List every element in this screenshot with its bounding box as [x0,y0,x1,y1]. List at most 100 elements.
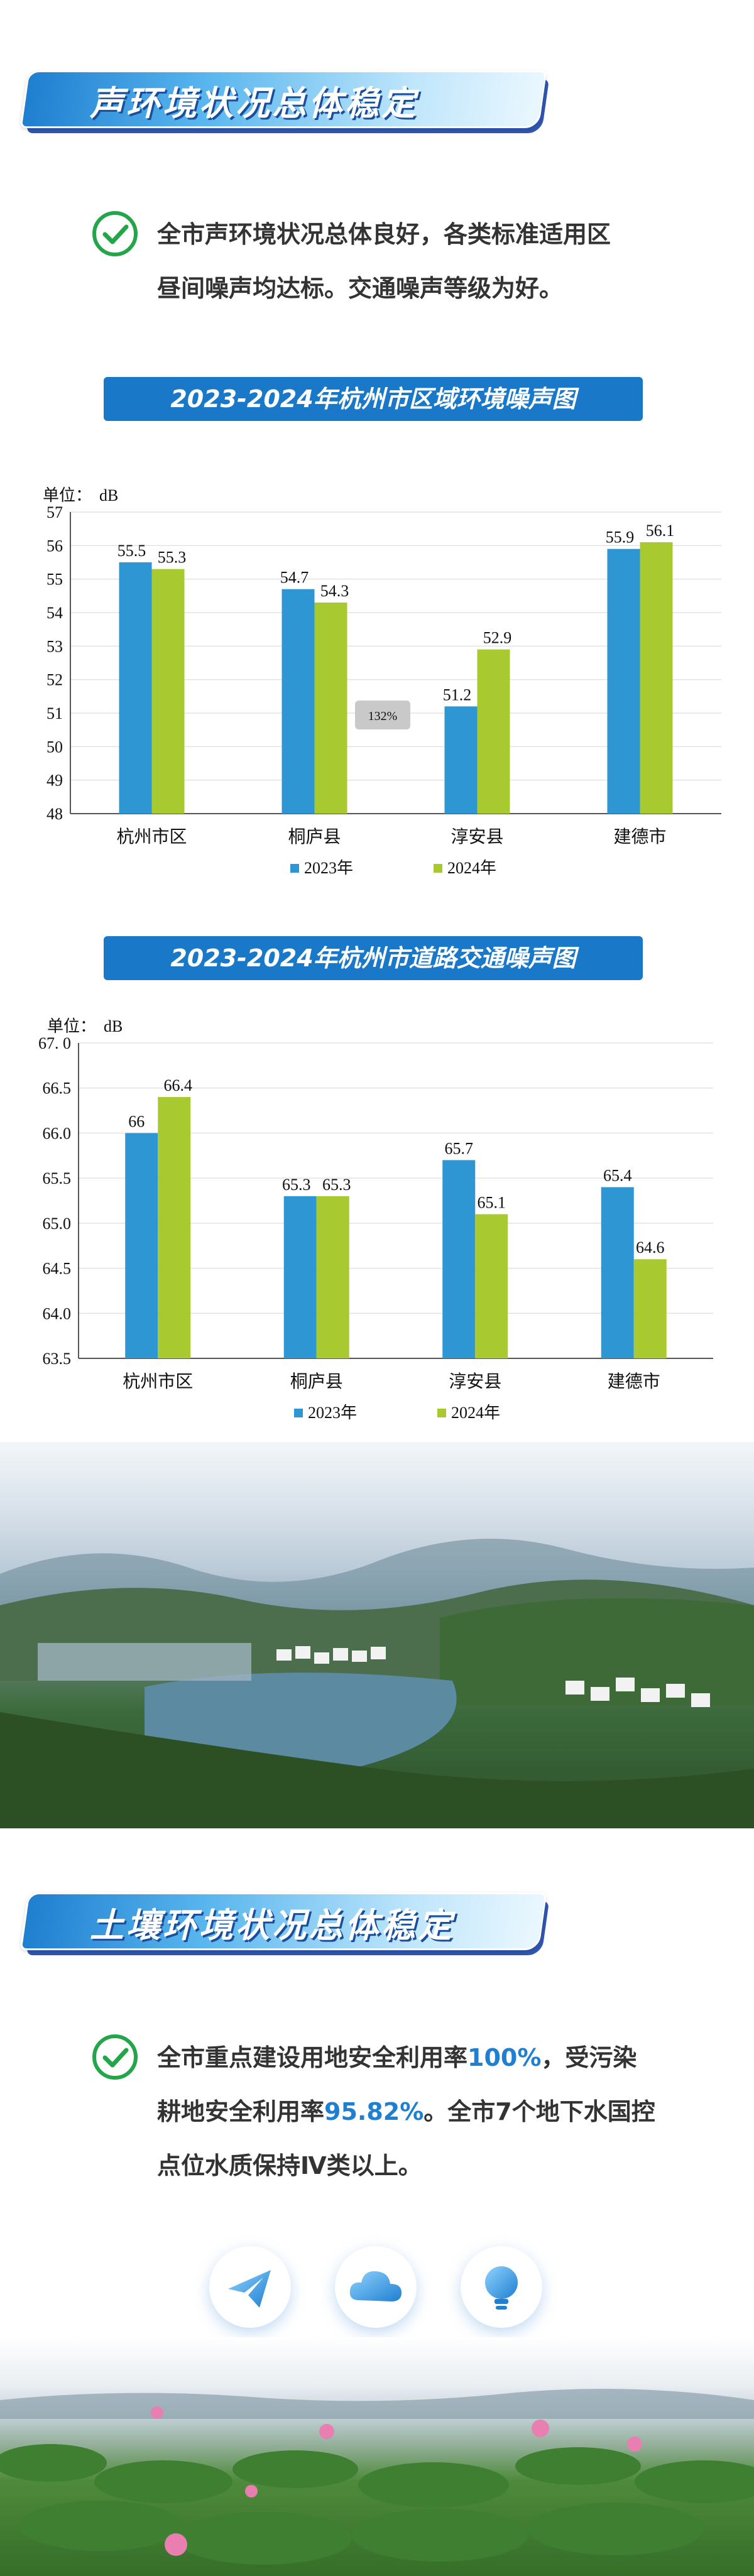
y-tick-label: 54 [46,604,63,622]
section-banner-soil: 土壤环境状况总体稳定 [19,1892,550,1955]
bar-2023 [125,1133,158,1358]
chart-title-regional-noise: 2023-2024年杭州市区域环境噪声图 [104,377,643,421]
y-tick-label: 57 [46,503,63,521]
highlight-value: 100% [467,2044,542,2071]
legend-swatch [294,1409,303,1417]
lightbulb-icon [461,2246,542,2328]
data-label: 65.3 [322,1176,351,1194]
unit-label: 单位： [43,486,92,505]
bar-2024 [640,542,673,814]
bar-2024 [316,1196,349,1358]
noise-summary-line2: 昼间噪声均达标。交通噪声等级为好。 [157,275,564,302]
chart-title-traffic-noise: 2023-2024年杭州市道路交通噪声图 [104,936,643,980]
bar-2023 [601,1187,634,1358]
legend-label: 2023年 [308,1404,357,1422]
bar-2024 [633,1259,667,1358]
y-tick-label: 49 [46,772,63,790]
y-tick-label: 64.0 [43,1304,72,1323]
bar-2024 [151,569,185,814]
data-label: 54.3 [320,582,349,600]
data-label: 56.1 [646,521,675,540]
y-tick-label: 66.0 [43,1124,72,1142]
legend-swatch [434,864,442,873]
paper-plane-icon [209,2246,291,2328]
noise-summary-line1: 全市声环境状况总体良好，各类标准适用区 [157,221,611,248]
bar-2023 [607,548,640,814]
text: 。全市7个地下水国控 [423,2098,655,2126]
bar-2023 [119,562,152,814]
category-label: 杭州市区 [123,1372,193,1392]
y-tick-label: 52 [46,671,63,689]
category-label: 杭州市区 [116,827,187,847]
legend-swatch [437,1409,446,1417]
data-label: 55.9 [606,528,635,547]
y-tick-label: 50 [46,738,63,756]
landscape-photo-village-lake [0,1442,754,1828]
section-title: 土壤环境状况总体稳定 [90,1906,454,1945]
section-banner-noise: 声环境状况总体稳定 [19,70,550,133]
noise-summary: 全市声环境状况总体良好，各类标准适用区 昼间噪声均达标。交通噪声等级为好。 [157,207,672,315]
data-label: 65.3 [282,1176,311,1194]
data-label: 52.9 [483,629,512,647]
y-tick-label: 67. 0 [38,1034,71,1052]
data-label: 65.1 [478,1194,506,1212]
category-label: 建德市 [608,1372,660,1392]
soil-summary-line2: 耕地安全利用率95.82%。全市7个地下水国控 [157,2085,672,2139]
bar-2023 [281,589,315,814]
text: ，受污染 [541,2044,637,2071]
y-tick-label: 53 [46,637,63,655]
y-tick-label: 51 [46,704,63,723]
data-label: 64.6 [636,1238,665,1257]
watermark-text: 132% [368,709,398,723]
legend-label: 2023年 [304,859,353,877]
bar-2024 [158,1097,191,1358]
bar-2024 [475,1214,508,1358]
text: 全市重点建设用地安全利用率 [157,2044,468,2071]
y-tick-label: 48 [46,805,63,823]
legend-label: 2024年 [447,859,496,877]
bar-2023 [444,706,478,814]
highlight-value: 95.82% [324,2098,424,2126]
unit-value: dB [104,1017,123,1035]
category-label: 淳安县 [451,827,503,847]
y-tick-label: 64.5 [43,1260,72,1278]
unit-value: dB [99,486,118,505]
y-tick-label: 66.5 [43,1079,72,1098]
data-label: 55.5 [117,542,146,560]
check-icon [92,211,138,256]
check-icon [92,2034,138,2080]
data-label: 65.4 [603,1166,632,1184]
data-label: 65.7 [445,1139,474,1157]
bar-2023 [283,1196,317,1358]
y-tick-label: 63.5 [43,1350,72,1368]
category-label: 淳安县 [449,1372,501,1392]
data-label: 54.7 [280,569,309,587]
y-tick-label: 55 [46,570,63,589]
section-title: 声环境状况总体稳定 [90,84,418,123]
category-label: 桐庐县 [290,1372,343,1392]
text: 耕地安全利用率 [157,2098,325,2126]
soil-summary-line1: 全市重点建设用地安全利用率100%，受污染 [157,2031,672,2085]
lotus-pond-photo [0,2337,754,2576]
y-tick-label: 65.5 [43,1169,72,1187]
data-label: 55.3 [158,548,187,567]
category-label: 建德市 [613,827,666,847]
regional-noise-chart: 单位： dB 48 49 50 51 52 53 54 55 56 57 55.5 55.3 杭州市区 54.… [43,486,721,877]
y-tick-label: 56 [46,537,63,555]
data-label: 51.2 [443,685,472,704]
watermark-box [355,701,410,729]
bar-2024 [477,649,510,814]
data-label: 66.4 [164,1076,193,1094]
legend-swatch [290,864,299,873]
bar-2023 [442,1160,476,1358]
soil-summary-line3: 点位水质保持Ⅳ类以上。 [157,2152,422,2180]
legend-label: 2024年 [451,1404,500,1422]
y-tick-label: 65.0 [43,1214,72,1233]
unit-label: 单位： [47,1017,96,1035]
traffic-noise-chart: 单位： dB 63.5 64.0 64.5 65.0 65.5 66.0 66.5 67. 0 66… [38,1017,713,1422]
bar-2024 [314,603,347,814]
cloud-icon [335,2246,417,2328]
category-label: 桐庐县 [288,827,341,847]
soil-summary: 全市重点建设用地安全利用率100%，受污染 耕地安全利用率95.82%。全市7个… [157,2031,672,2193]
data-label: 66 [128,1112,145,1130]
